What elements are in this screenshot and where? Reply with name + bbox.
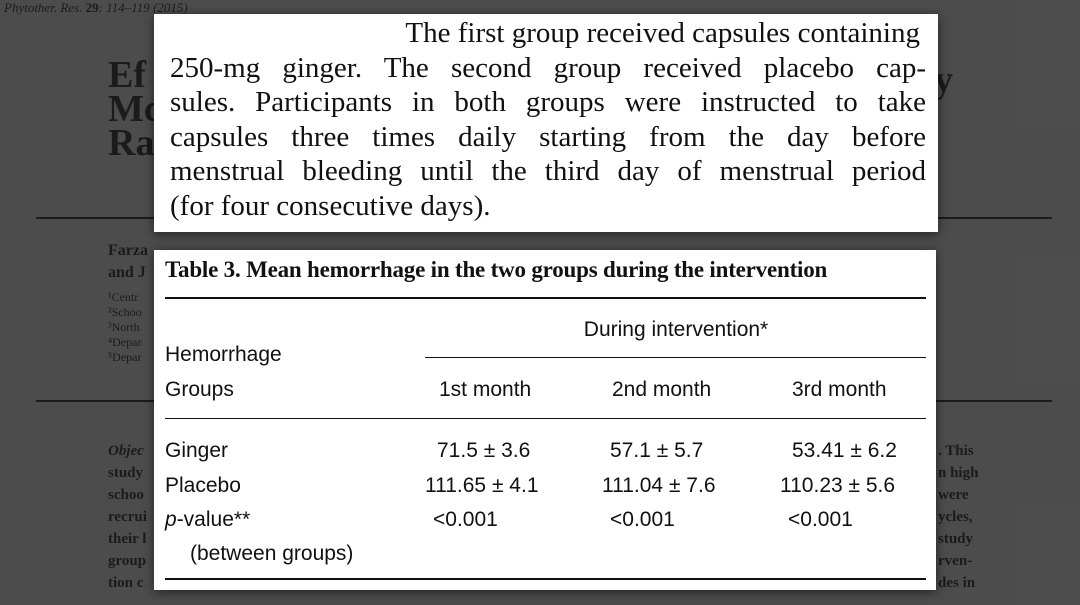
excerpt-line: sules. Participants in both groups were … bbox=[170, 86, 926, 118]
table-cell: 57.1 ± 5.7 bbox=[610, 439, 704, 462]
table-3-callout: Table 3. Mean hemorrhage in the two grou… bbox=[154, 250, 936, 590]
table-cell: 110.23 ± 5.6 bbox=[780, 474, 896, 497]
header-bottom-rule bbox=[165, 418, 926, 419]
affiliations-fragment: ¹Centr ²Schoo ³North ⁴Depar ⁵Depar bbox=[108, 290, 142, 364]
column-header-3rd-month: 3rd month bbox=[792, 378, 887, 401]
p-value-note: (between groups) bbox=[190, 542, 354, 565]
abstract-right-fragment: . This n high were ycles, study rven- de… bbox=[938, 443, 979, 591]
table-cell: 111.04 ± 7.6 bbox=[602, 474, 716, 497]
row-label-p-value: p-value** bbox=[165, 508, 251, 531]
table-top-rule bbox=[165, 297, 926, 299]
journal-citation: Phytother. Res. 29: 114–119 (2015) bbox=[4, 0, 188, 15]
group-header-rule bbox=[425, 357, 926, 358]
excerpt-line: 250-mg ginger. The second group received… bbox=[170, 51, 926, 84]
column-header-2nd-month: 2nd month bbox=[612, 378, 712, 401]
table-bottom-rule bbox=[165, 578, 926, 580]
table-cell: <0.001 bbox=[433, 508, 498, 531]
column-header-1st-month: 1st month bbox=[439, 378, 532, 401]
abstract-left-fragment: Objec study schoo recrui their l group t… bbox=[108, 443, 147, 591]
excerpt-line: menstrual bleeding until the third day o… bbox=[170, 155, 926, 187]
table-cell: 111.65 ± 4.1 bbox=[425, 474, 539, 497]
paper-title-fragment: Ef Mc Ra bbox=[108, 54, 161, 164]
row-header-hemorrhage: Hemorrhage bbox=[165, 343, 282, 366]
group-header: During intervention* bbox=[583, 318, 769, 341]
table-cell: <0.001 bbox=[610, 508, 675, 531]
table-caption: Table 3. Mean hemorrhage in the two grou… bbox=[165, 257, 828, 282]
table-cell: 53.41 ± 6.2 bbox=[792, 439, 897, 462]
methods-excerpt-text: The first group received capsules contai… bbox=[170, 16, 926, 223]
row-label-ginger: Ginger bbox=[165, 439, 229, 462]
paper-title-right-fragment: y bbox=[934, 59, 953, 101]
excerpt-line: (for four consecutive days). bbox=[170, 189, 491, 222]
row-label-placebo: Placebo bbox=[165, 474, 241, 497]
table-cell: 71.5 ± 3.6 bbox=[437, 439, 531, 462]
excerpt-line: capsules three times daily starting from… bbox=[170, 120, 926, 153]
authors-fragment: Farza and J bbox=[108, 242, 148, 281]
row-header-groups: Groups bbox=[165, 378, 234, 401]
methods-excerpt-callout: The first group received capsules contai… bbox=[154, 14, 938, 232]
excerpt-line: The first group received capsules contai… bbox=[405, 17, 920, 49]
table-cell: <0.001 bbox=[788, 508, 853, 531]
